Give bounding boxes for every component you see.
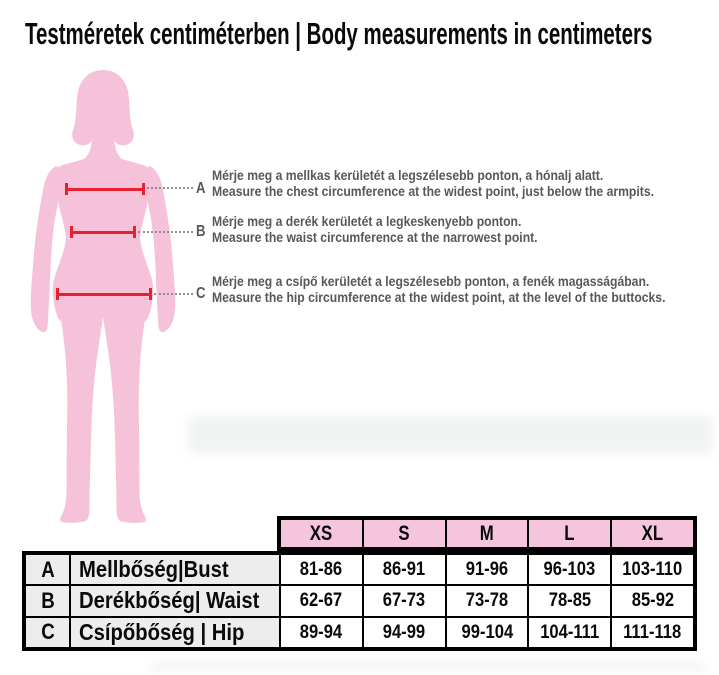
hip-s-value: 94-99 xyxy=(362,616,446,648)
annotation-waist-en: Measure the waist circumference at the n… xyxy=(212,228,538,245)
silhouette-right-leg xyxy=(103,308,146,523)
silhouette-left-leg xyxy=(60,308,103,523)
waist-l-value: 78-85 xyxy=(528,585,612,617)
waist-measure-line xyxy=(70,226,136,238)
waist-xl-value: 85-92 xyxy=(611,585,694,617)
watermark-smudge xyxy=(188,416,713,454)
annotation-chest-hu: Mérje meg a mellkas kerületét a legszéle… xyxy=(212,167,604,183)
annotation-letter-a: A xyxy=(196,180,206,197)
size-column-header-l: L xyxy=(528,519,612,548)
annotation-letter-c: C xyxy=(196,285,206,302)
waist-s-value: 67-73 xyxy=(362,585,446,617)
chest-measure-line xyxy=(65,183,145,195)
annotation-letter-b: B xyxy=(196,223,206,240)
hip-l-value: 104-111 xyxy=(528,616,612,648)
size-column-header-s: S xyxy=(362,519,446,548)
waist-xs-value: 62-67 xyxy=(280,585,363,617)
waist-dotted-connector xyxy=(138,230,193,233)
size-column-header-xl: XL xyxy=(611,519,694,548)
bust-xs-value: 81-86 xyxy=(280,554,363,586)
row-label-bust: Mellbőség|Bust xyxy=(70,554,280,586)
bust-s-value: 86-91 xyxy=(362,554,446,586)
chest-dotted-connector xyxy=(147,187,193,189)
row-label-waist: Derékbőség| Waist xyxy=(70,585,280,617)
row-letter-b: B xyxy=(25,585,70,617)
hip-xl-value: 111-118 xyxy=(611,616,694,648)
row-label-hip: Csípőbőség | Hip xyxy=(70,616,280,648)
silhouette-right-arm xyxy=(146,166,176,333)
annotation-block-chest: Mérje meg a mellkas kerületét a legszéle… xyxy=(212,167,719,200)
page-title: Testméretek centiméterben | Body measure… xyxy=(25,16,719,52)
size-column-header-m: M xyxy=(445,519,529,548)
waist-m-value: 73-78 xyxy=(445,585,529,617)
watermark-smudge xyxy=(150,662,706,671)
row-letter-c: C xyxy=(25,616,70,648)
hip-m-value: 99-104 xyxy=(445,616,529,648)
page-title-text: Testméretek centiméterben | Body measure… xyxy=(25,16,653,51)
silhouette-torso xyxy=(52,134,154,325)
annotation-hip-en: Measure the hip circumference at the wid… xyxy=(212,288,666,305)
hip-measure-line xyxy=(56,288,152,300)
bust-m-value: 91-96 xyxy=(445,554,529,586)
size-table-body: A Mellbőség|Bust 81-86 86-91 91-96 96-10… xyxy=(22,551,697,651)
bust-xl-value: 103-110 xyxy=(611,554,694,586)
annotation-block-hip: Mérje meg a csípő kerületét a legszélese… xyxy=(212,273,719,306)
female-silhouette-figure xyxy=(30,70,176,523)
size-table-header: XS S M L XL xyxy=(277,516,697,551)
annotation-hip-hu: Mérje meg a csípő kerületét a legszélese… xyxy=(212,273,650,289)
hip-dotted-connector xyxy=(154,292,193,295)
silhouette-left-arm xyxy=(30,166,60,333)
bust-l-value: 96-103 xyxy=(528,554,612,586)
annotation-waist-hu: Mérje meg a derék kerületét a legkeskeny… xyxy=(212,213,522,229)
annotation-block-waist: Mérje meg a derék kerületét a legkeskeny… xyxy=(212,213,586,246)
hip-xs-value: 89-94 xyxy=(280,616,363,648)
size-column-header-xs: XS xyxy=(280,519,363,548)
silhouette-hair xyxy=(72,70,134,146)
row-letter-a: A xyxy=(25,554,70,586)
annotation-chest-en: Measure the chest circumference at the w… xyxy=(212,182,654,199)
